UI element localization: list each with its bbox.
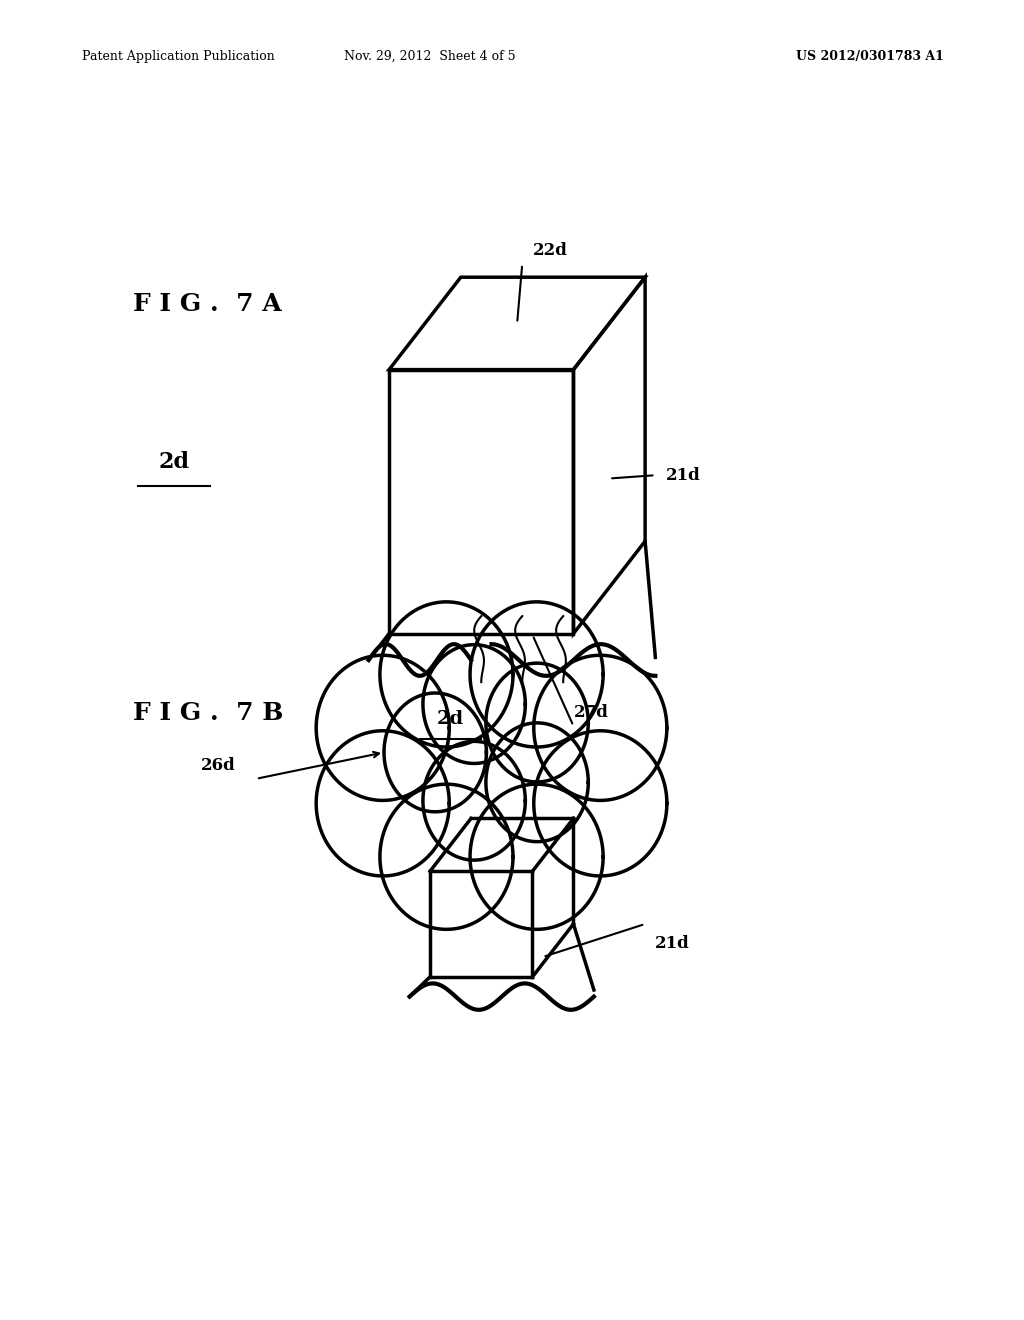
Text: F I G .  7 A: F I G . 7 A: [133, 292, 282, 315]
Text: 26d: 26d: [201, 758, 236, 774]
Text: F I G .  7 B: F I G . 7 B: [133, 701, 284, 725]
Text: 2d: 2d: [437, 710, 464, 729]
Text: 21d: 21d: [655, 936, 690, 952]
Text: 21d: 21d: [666, 467, 700, 483]
Text: 27d: 27d: [573, 705, 608, 721]
Text: US 2012/0301783 A1: US 2012/0301783 A1: [797, 50, 944, 63]
Text: Patent Application Publication: Patent Application Publication: [82, 50, 274, 63]
Text: Nov. 29, 2012  Sheet 4 of 5: Nov. 29, 2012 Sheet 4 of 5: [344, 50, 516, 63]
Text: 2d: 2d: [159, 451, 189, 473]
Text: 22d: 22d: [532, 243, 567, 259]
